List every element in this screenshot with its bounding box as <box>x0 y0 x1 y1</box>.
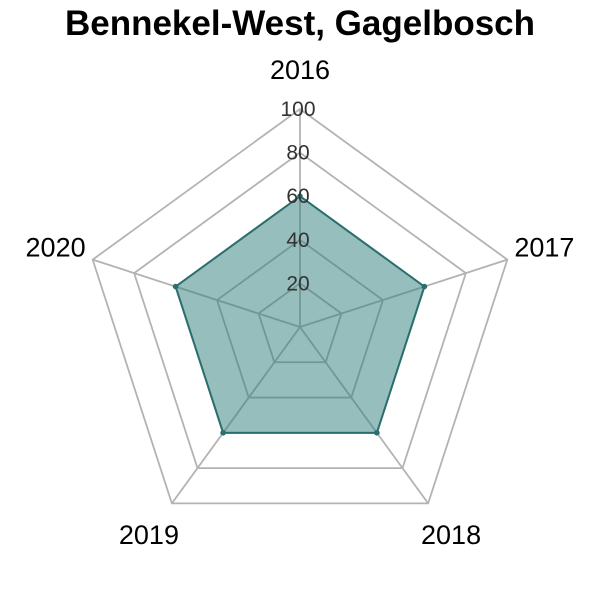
data-point-2017 <box>421 283 428 290</box>
data-point-2018 <box>374 430 380 436</box>
series-layer <box>172 193 428 436</box>
series-area-0 <box>174 194 426 434</box>
axis-label-2019: 2019 <box>119 520 179 550</box>
axis-label-2016: 2016 <box>270 55 330 85</box>
grid-ring-100 <box>91 107 509 505</box>
axis-label-2017: 2017 <box>514 233 574 263</box>
tick-label-100: 100 <box>280 98 315 121</box>
tick-label-20: 20 <box>286 272 309 295</box>
axis-label-2020: 2020 <box>26 233 86 263</box>
axis-label-2018: 2018 <box>421 520 481 550</box>
chart-title: Bennekel-West, Gagelbosch <box>64 4 536 43</box>
data-point-2016 <box>297 193 303 199</box>
data-point-2020 <box>172 283 179 290</box>
axis-labels: 2016 2017 2018 2019 2020 <box>26 55 575 550</box>
tick-label-80: 80 <box>286 142 309 165</box>
tick-label-40: 40 <box>286 229 309 252</box>
tick-labels: 20 40 60 80 100 <box>280 98 315 295</box>
data-point-2019 <box>220 430 226 436</box>
grid-ring-80 <box>133 151 467 469</box>
tick-label-60: 60 <box>286 185 309 208</box>
